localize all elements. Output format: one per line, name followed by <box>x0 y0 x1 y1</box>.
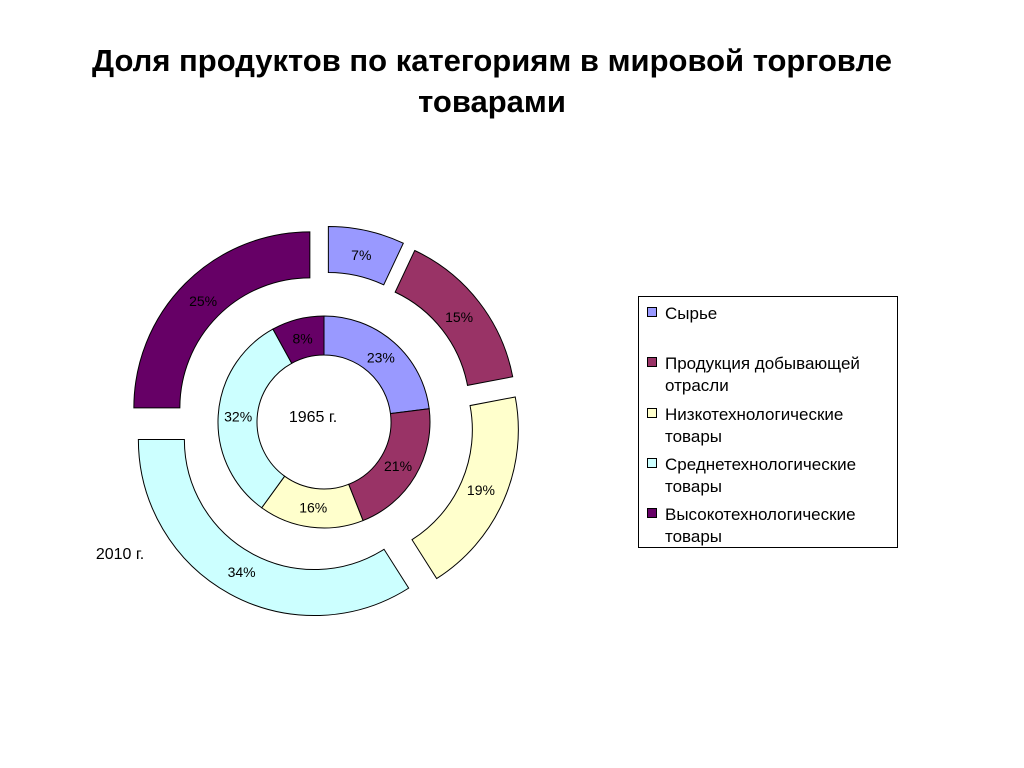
slice-2010-raw <box>327 225 404 286</box>
legend-item-raw: Сырье <box>647 303 895 325</box>
data-label-1965-high-tech: 8% <box>292 331 312 347</box>
data-label-1965-low-tech: 16% <box>299 499 327 515</box>
legend-label-mid-tech: Среднетехнологические товары <box>665 455 857 496</box>
data-label-2010-mining: 15% <box>445 309 473 325</box>
legend-swatch-high-tech <box>647 508 657 518</box>
legend-label-high-tech: Высокотехнологические товары <box>665 505 856 546</box>
slice-2010-mining <box>394 249 514 386</box>
legend-label-mining: Продукция добывающей отрасли <box>665 354 860 395</box>
data-label-1965-mining: 21% <box>384 458 412 474</box>
legend: Сырье Продукция добывающей отрасли Низко… <box>638 296 898 548</box>
series-label-2010: 2010 г. <box>96 546 144 563</box>
legend-item-mid-tech: Среднетехнологические товары <box>647 454 895 498</box>
chart-title: Доля продуктов по категориям в мировой т… <box>92 43 892 119</box>
slice-2010-mid-tech <box>137 439 410 617</box>
data-label-2010-mid-tech: 34% <box>228 564 256 580</box>
legend-item-mining: Продукция добывающей отрасли <box>647 353 895 397</box>
legend-swatch-mid-tech <box>647 458 657 468</box>
legend-item-low-tech: Низкотехнологические товары <box>647 404 895 448</box>
slice-2010-low-tech <box>411 396 519 580</box>
data-label-2010-raw: 7% <box>351 247 371 263</box>
data-label-1965-mid-tech: 32% <box>224 409 252 425</box>
legend-swatch-low-tech <box>647 408 657 418</box>
legend-label-low-tech: Низкотехнологические товары <box>665 405 844 446</box>
legend-item-high-tech: Высокотехнологические товары <box>647 504 895 548</box>
slice-1965-high-tech <box>272 315 325 364</box>
legend-swatch-mining <box>647 357 657 367</box>
slice-2010-high-tech <box>133 231 311 409</box>
legend-label-raw: Сырье <box>665 304 718 323</box>
legend-swatch-raw <box>647 307 657 317</box>
data-label-2010-high-tech: 25% <box>189 293 217 309</box>
slice-1965-mid-tech <box>217 328 293 509</box>
outer-ring-2010 <box>133 225 519 617</box>
data-label-1965-raw: 23% <box>367 349 395 365</box>
inner-ring-1965 <box>217 315 431 529</box>
data-label-2010-low-tech: 19% <box>467 482 495 498</box>
slice-labels: 23% 21% 16% 32% 8% 7% 15% 19% 34% 25% <box>189 247 495 580</box>
series-label-1965: 1965 г. <box>289 409 337 426</box>
